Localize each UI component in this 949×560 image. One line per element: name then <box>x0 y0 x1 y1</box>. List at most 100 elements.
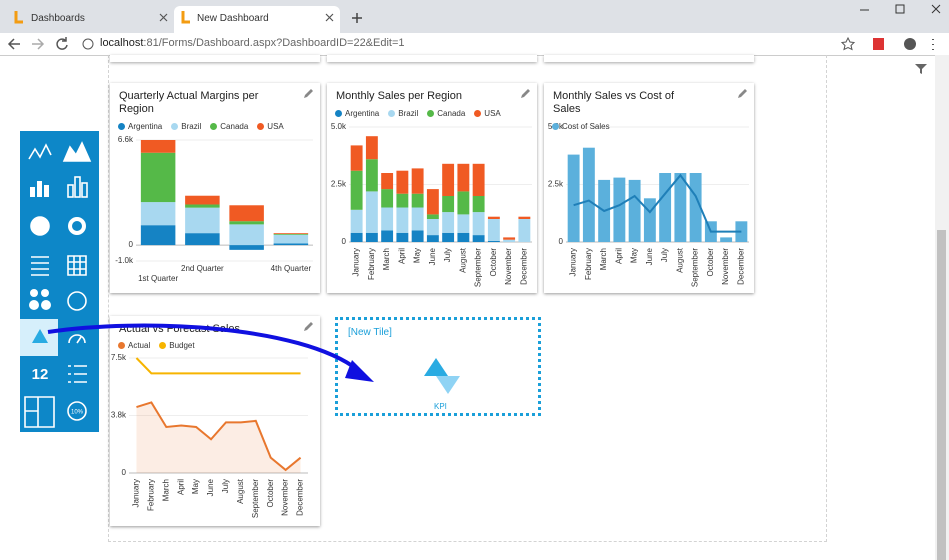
chart-tile[interactable]: 02.5k5.0kJanuaryFebruaryMarchAprilMayJun… <box>544 83 754 293</box>
treemap-icon[interactable] <box>24 396 55 428</box>
x-tick-label: April <box>176 479 185 495</box>
legend-item[interactable]: Canada <box>427 109 465 118</box>
x-tick-label: May <box>630 248 639 263</box>
legend-item[interactable]: USA <box>257 122 284 131</box>
edit-button[interactable] <box>736 88 748 100</box>
tile-edge <box>544 55 754 62</box>
bar <box>381 230 394 242</box>
circle-shape <box>29 300 39 310</box>
tab-title: Dashboards <box>31 13 85 24</box>
legend-item[interactable]: Cost of Sales <box>552 122 610 131</box>
bar <box>442 196 455 213</box>
map-icon[interactable] <box>67 291 87 311</box>
bar <box>411 193 424 208</box>
url-path: :81/Forms/Dashboard.aspx?DashboardID=22&… <box>143 37 405 49</box>
tab[interactable]: Dashboards <box>8 6 174 33</box>
legend-swatch <box>427 110 435 117</box>
chart-tile[interactable]: 0 3.8k 7.5k January February March April May Jun… <box>110 316 320 526</box>
x-tick-label: September <box>251 479 260 518</box>
y-tick-label: 6.6k <box>118 135 134 144</box>
legend-item[interactable]: Brazil <box>171 122 201 131</box>
kpi-label: KPI <box>434 402 447 411</box>
legend-item[interactable]: Argentina <box>118 122 162 131</box>
x-tick-label: August <box>675 247 684 273</box>
new-tile[interactable]: [New Tile] KPI <box>335 317 541 416</box>
rect-shape <box>67 184 74 198</box>
legend-item[interactable]: Argentina <box>335 109 379 118</box>
grid-icon[interactable] <box>67 255 87 276</box>
area-icon[interactable] <box>62 141 92 162</box>
circle-shape <box>41 300 51 310</box>
donut-icon[interactable] <box>68 217 86 235</box>
x-tick-label: December <box>736 248 745 285</box>
x-tick-label: 1st Quarter <box>138 274 178 283</box>
legend-swatch <box>159 342 167 349</box>
edit-icon <box>738 89 747 98</box>
legend-label: Canada <box>437 109 466 118</box>
tab-close[interactable] <box>159 13 168 22</box>
forward[interactable] <box>32 38 45 50</box>
tab[interactable]: New Dashboard <box>174 6 340 33</box>
filter[interactable] <box>914 62 928 76</box>
circle-shape <box>30 289 38 297</box>
maximize[interactable] <box>895 4 905 14</box>
bar <box>273 233 309 235</box>
bar <box>457 214 470 233</box>
legend-swatch <box>335 110 342 117</box>
chart-tile[interactable]: 6.6k 0 -1.0k 1st Quarter 2nd Quarter 4th Quar… <box>110 83 320 293</box>
bar <box>350 209 363 233</box>
bar <box>350 145 363 171</box>
back[interactable] <box>7 38 20 50</box>
edit-button[interactable] <box>302 88 314 100</box>
counter-icon[interactable]: 12 <box>32 366 49 383</box>
bar <box>185 233 220 246</box>
bar <box>613 177 626 242</box>
bar <box>457 163 470 192</box>
bar <box>185 195 220 205</box>
bubble-icon[interactable] <box>29 289 51 310</box>
stacked-bar-icon[interactable] <box>67 176 88 198</box>
site-info[interactable] <box>82 38 94 50</box>
legend: Argentina Brazil Canada USA <box>335 109 510 118</box>
progress-icon[interactable] <box>67 401 87 421</box>
bar <box>472 196 485 213</box>
scrollbar-thumb[interactable] <box>937 230 946 560</box>
bar <box>582 147 595 242</box>
chart-title: Monthly Sales vs Cost of Sales <box>553 90 675 115</box>
edit-button[interactable] <box>519 88 531 100</box>
toolbox-frame <box>20 131 99 432</box>
bar <box>659 173 672 242</box>
legend-item[interactable]: Brazil <box>388 109 418 118</box>
legend-item[interactable]: USA <box>474 109 501 118</box>
address-bar[interactable]: localhost:81/Forms/Dashboard.aspx?Dashbo… <box>100 37 405 49</box>
profile[interactable] <box>904 38 916 50</box>
bookmark[interactable] <box>840 36 856 51</box>
legend: Actual Budget <box>118 341 204 350</box>
x-tick-label: November <box>721 248 730 285</box>
legend-item[interactable]: Canada <box>210 122 248 131</box>
bar <box>487 240 500 242</box>
legend-item[interactable]: Budget <box>159 341 195 350</box>
pdf-extension[interactable] <box>873 38 884 50</box>
x-tick-label: December <box>519 248 528 285</box>
pie-icon[interactable] <box>30 216 50 236</box>
legend-item[interactable]: Actual <box>118 341 150 350</box>
kpi-shape <box>424 358 448 376</box>
circle-shape <box>41 289 49 297</box>
bar <box>689 173 702 242</box>
chart-title: Quarterly Actual Margins per Region <box>119 90 259 115</box>
new-tab[interactable] <box>352 13 362 23</box>
edit-button[interactable] <box>302 321 314 333</box>
bar <box>381 207 394 231</box>
tab-close[interactable] <box>325 13 334 22</box>
bar-icon[interactable] <box>30 181 49 197</box>
tab-icon <box>14 11 23 24</box>
reload[interactable] <box>56 37 68 50</box>
edit-icon <box>521 89 530 98</box>
list-icon[interactable] <box>31 256 49 276</box>
toolbar-icons <box>7 36 934 51</box>
line-icon[interactable] <box>28 143 52 160</box>
close-window[interactable] <box>931 4 941 14</box>
y-tick-label: 0 <box>129 240 134 249</box>
